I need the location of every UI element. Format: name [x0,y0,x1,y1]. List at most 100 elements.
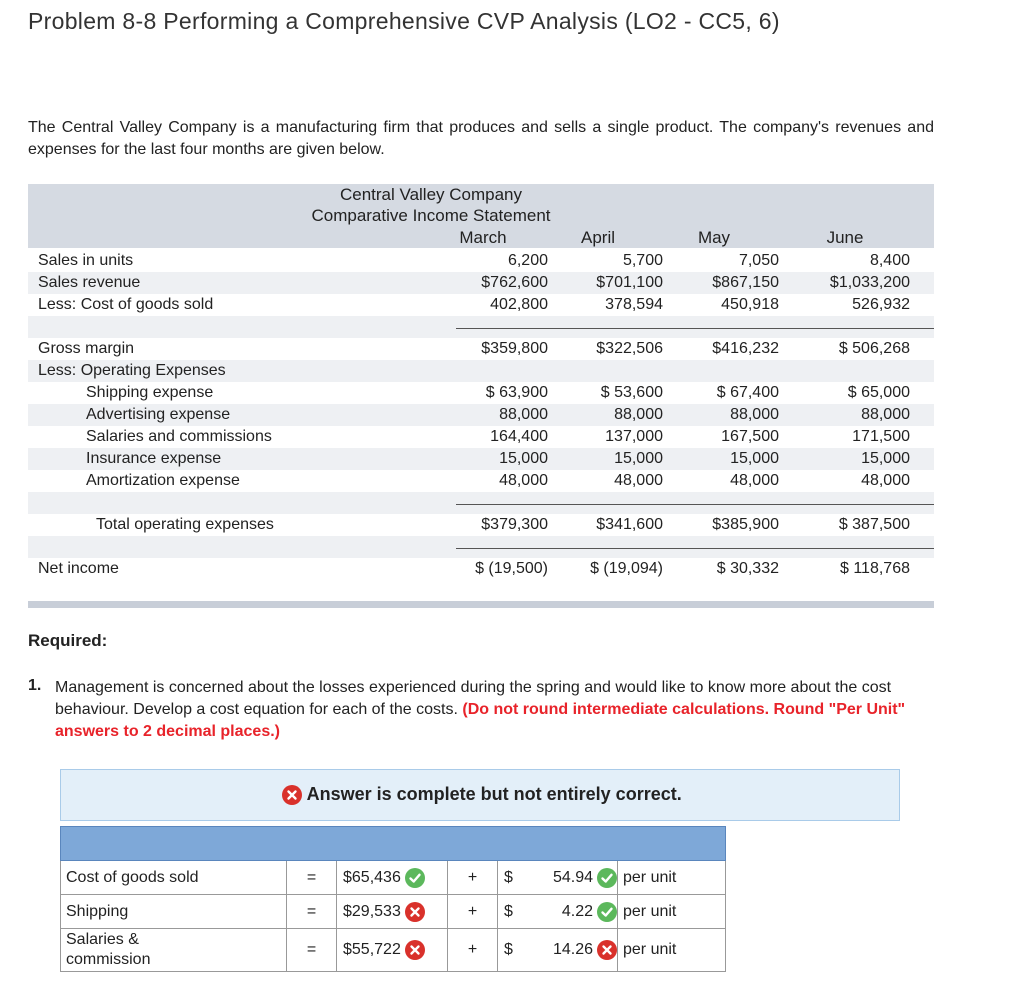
amount: $ 118,768 [840,560,910,577]
row-label: Total operating expenses [96,516,274,533]
answer-label: Shipping [66,902,129,920]
amount: $ 30,332 [716,560,779,577]
income-statement: Central Valley Company Comparative Income… [28,184,934,608]
amount: 402,800 [490,296,548,313]
plus: + [467,941,478,958]
answer-row: Cost of goods sold = $65,436 + $54.94 per uni… [60,861,726,895]
amount: 48,000 [499,472,548,489]
currency: $ [504,902,513,920]
currency: $ [504,868,513,886]
equals: = [306,902,317,920]
row-label: Net income [38,560,119,577]
amount: 88,000 [861,406,910,423]
status-icon [282,785,303,806]
banner-line: Answer is complete but not entirely corr… [61,784,899,806]
amount: $701,100 [596,274,663,291]
status-icon [597,940,617,960]
row-label: Less: Operating Expenses [38,362,226,379]
amount: 5,700 [622,252,663,269]
amount: $ 53,600 [600,384,663,401]
row-label: Sales in units [38,252,134,269]
amount: 48,000 [614,472,663,489]
plus: + [467,902,478,920]
answer-cell: Salaries & commission [60,929,286,971]
answer-cell: $14.26 [497,929,617,971]
answer-banner: Answer is complete but not entirely corr… [60,769,900,821]
answer-cell: $54.94 [497,861,617,894]
answer-label: Salaries & commission [66,931,151,968]
amount: 88,000 [614,406,663,423]
equals: = [306,941,317,958]
amount: 450,918 [721,296,779,313]
amount: 8,400 [869,252,910,269]
answer-cell: per unit [617,861,726,894]
variable-cost: 14.26 [552,941,593,958]
amount: 88,000 [499,406,548,423]
banner-text: Answer is complete but not entirely corr… [306,784,682,804]
amount: $1,033,200 [829,274,910,291]
amount: 48,000 [861,472,910,489]
answer-cell: $65,436 [336,861,447,894]
fixed-cost: $55,722 [343,941,401,958]
amount: $ (19,094) [590,560,663,577]
status-icon [404,940,425,960]
amount: $ 387,500 [838,516,910,533]
bottom-bar [28,601,934,608]
answer-cell: $4.22 [497,895,617,928]
amount: $ 63,900 [485,384,548,401]
row-stripe [28,360,934,382]
amount: 137,000 [605,428,663,445]
amount: 164,400 [490,428,548,445]
required-heading: Required: [28,631,108,650]
answer-cell: Shipping [60,895,286,928]
row-stripe [28,404,934,426]
amount: 88,000 [730,406,779,423]
month-header: April [580,228,615,247]
header-band [28,184,934,248]
row-label: Insurance expense [86,450,222,467]
answer-cell: $55,722 [336,929,447,971]
amount: 15,000 [499,450,548,467]
answer-cell: $29,533 [336,895,447,928]
unit: per unit [623,941,677,958]
row-label: Shipping expense [86,384,214,401]
amount: $341,600 [596,516,663,533]
company-name: Central Valley Company [339,185,523,204]
instruction: (Do not round intermediate calculations.… [55,701,906,740]
row-stripe [28,272,934,294]
amount: 15,000 [861,450,910,467]
answer-table: Cost of goods sold = $65,436 + $54.94 per uni… [60,826,726,972]
question-text: Management is concerned about the losses… [55,679,892,718]
amount: $359,800 [481,340,548,357]
amount: 171,500 [852,428,910,445]
amount: $ (19,500) [475,560,548,577]
row-label: Gross margin [38,340,135,357]
amount: 48,000 [730,472,779,489]
status-icon [278,784,303,806]
row-stripe [28,316,934,338]
question: Management is concerned about the losses… [55,677,935,743]
amount: 167,500 [721,428,779,445]
amount: $ 65,000 [847,384,910,401]
amount: 7,050 [738,252,779,269]
amount: $385,900 [712,516,779,533]
amount: 378,594 [605,296,663,313]
row-label: Salaries and commissions [86,428,272,445]
amount: $867,150 [712,274,779,291]
status-icon [404,867,425,888]
amount: $762,600 [481,274,548,291]
status-icon [597,901,617,922]
answer-cell: = [286,895,336,928]
problem-title: Problem 8-8 Performing a Comprehensive C… [28,8,780,34]
currency: $ [504,941,513,958]
row-label: Amortization expense [86,472,240,489]
unit: per unit [623,868,677,886]
amount: $416,232 [712,340,779,357]
amount: $ 506,268 [838,340,910,357]
amount: 6,200 [507,252,548,269]
amount: $379,300 [481,516,548,533]
row-stripe [28,492,934,514]
fixed-cost: $65,436 [343,868,401,886]
answer-row: Salaries & commission = $55,722 + $14.26 per … [60,929,726,972]
month-header: March [459,228,507,247]
